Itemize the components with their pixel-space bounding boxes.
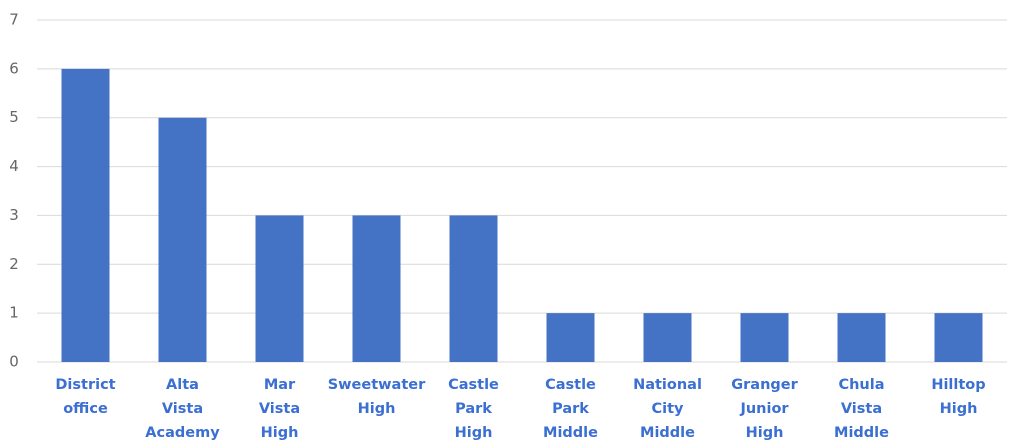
x-tick-label: District office xyxy=(55,377,115,417)
bar xyxy=(449,215,498,362)
bar xyxy=(546,313,595,362)
bar xyxy=(643,313,692,362)
bar xyxy=(352,215,401,362)
y-tick-label: 1 xyxy=(9,304,19,322)
x-tick-label: Chula Vista Middle xyxy=(834,377,889,441)
x-tick-label: Castle Park High xyxy=(448,377,499,441)
y-tick-label: 0 xyxy=(9,353,19,371)
y-tick-label: 4 xyxy=(9,157,19,175)
bar xyxy=(740,313,789,362)
x-tick-label: National City Middle xyxy=(633,377,702,441)
x-tick-label: Castle Park Middle xyxy=(543,377,598,441)
x-tick-label: Hilltop High xyxy=(931,377,985,417)
y-tick-label: 6 xyxy=(9,59,19,77)
y-tick-label: 2 xyxy=(9,255,19,273)
y-tick-label: 3 xyxy=(9,206,19,224)
y-tick-label: 5 xyxy=(9,108,19,126)
x-tick-label: Sweetwater High xyxy=(328,377,426,417)
bar xyxy=(255,215,304,362)
bar xyxy=(158,117,207,362)
x-tick-label: Alta Vista Academy xyxy=(145,377,220,441)
bar xyxy=(61,68,110,362)
x-tick-label: Granger Junior High xyxy=(731,377,798,441)
y-tick-label: 7 xyxy=(9,11,19,29)
bar xyxy=(934,313,983,362)
x-tick-label: Mar Vista High xyxy=(259,377,300,441)
bar xyxy=(837,313,886,362)
